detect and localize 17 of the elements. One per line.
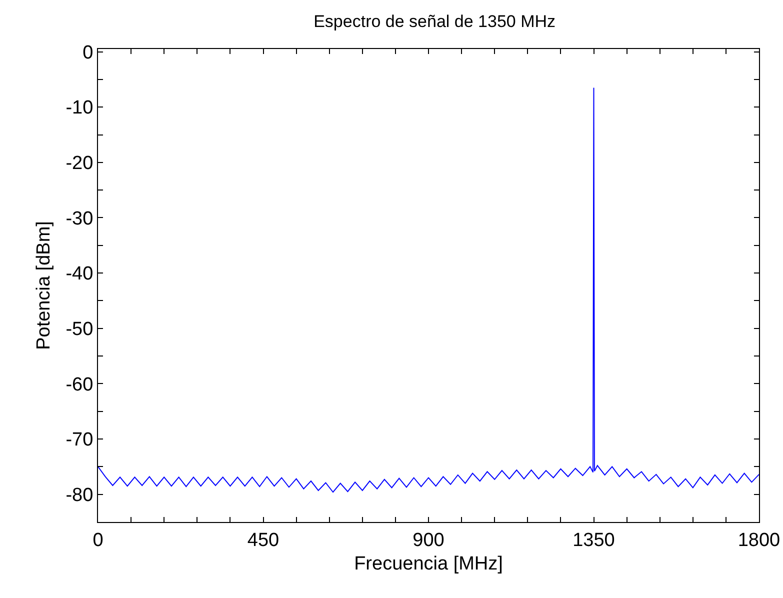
- y-tick-label: -20: [66, 153, 94, 174]
- x-axis-title: Frecuencia [MHz]: [354, 554, 503, 575]
- x-tick-label: 450: [247, 530, 280, 551]
- x-tick-label: 900: [412, 530, 444, 551]
- y-tick-label: -30: [66, 208, 94, 230]
- y-tick-label: -40: [66, 264, 94, 285]
- x-tick-label: 1800: [738, 530, 780, 551]
- y-axis-title: Potencia [dBm]: [34, 221, 55, 350]
- x-tick-label: 1350: [572, 530, 615, 551]
- chart-title: Espectro de señal de 1350 MHz: [314, 12, 556, 31]
- y-tick-label: -50: [66, 319, 94, 340]
- y-tick-label: -60: [66, 374, 94, 396]
- y-tick-label: -70: [66, 430, 94, 451]
- y-tick-label: -10: [66, 98, 94, 119]
- line-series: [98, 87, 759, 493]
- y-tick-label: 0: [82, 42, 94, 64]
- y-tick-label: -80: [66, 484, 94, 506]
